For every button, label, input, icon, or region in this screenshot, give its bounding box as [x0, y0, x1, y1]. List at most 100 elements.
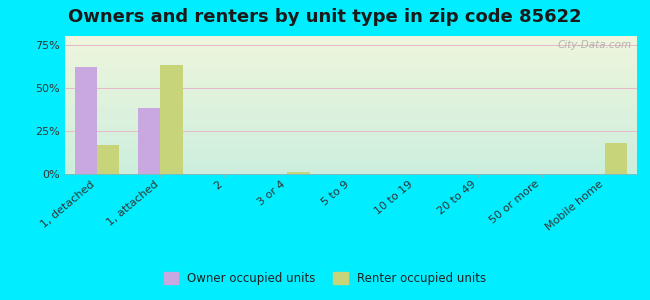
Bar	[65, 48, 637, 50]
Bar	[65, 123, 637, 124]
Bar	[65, 110, 637, 112]
Bar	[65, 59, 637, 61]
Bar	[65, 90, 637, 91]
Bar	[65, 66, 637, 68]
Bar	[65, 98, 637, 100]
Bar	[65, 141, 637, 142]
Bar	[65, 106, 637, 108]
Bar	[65, 70, 637, 72]
Bar	[65, 55, 637, 57]
Bar	[65, 61, 637, 62]
Bar	[65, 68, 637, 69]
Bar	[65, 171, 637, 172]
Bar	[65, 126, 637, 127]
Bar	[65, 69, 637, 70]
Bar	[65, 127, 637, 128]
Bar	[65, 88, 637, 90]
Bar	[65, 44, 637, 46]
Bar	[65, 77, 637, 79]
Bar	[65, 156, 637, 158]
Bar	[65, 163, 637, 164]
Bar	[65, 95, 637, 97]
Bar	[65, 87, 637, 88]
Bar	[65, 124, 637, 126]
Bar	[65, 144, 637, 145]
Bar	[97, 145, 119, 174]
Bar	[65, 75, 637, 76]
Bar	[65, 158, 637, 159]
Bar	[65, 50, 637, 51]
Bar	[65, 160, 637, 162]
Bar	[65, 41, 637, 43]
Bar	[65, 83, 637, 84]
Bar	[65, 58, 637, 59]
Bar	[65, 93, 637, 94]
Bar	[65, 38, 637, 39]
Bar	[65, 39, 637, 40]
Bar	[65, 84, 637, 86]
Bar	[75, 67, 97, 174]
Text: Owners and renters by unit type in zip code 85622: Owners and renters by unit type in zip c…	[68, 8, 582, 26]
Bar	[65, 43, 637, 44]
Bar	[65, 133, 637, 134]
Bar	[287, 172, 309, 174]
Bar	[65, 142, 637, 144]
Bar	[65, 54, 637, 55]
Bar	[65, 130, 637, 131]
Bar	[65, 76, 637, 77]
Bar	[65, 152, 637, 153]
Bar	[65, 100, 637, 101]
Text: City-Data.com: City-Data.com	[557, 40, 631, 50]
Bar	[65, 73, 637, 75]
Bar	[161, 65, 183, 174]
Bar	[65, 47, 637, 48]
Bar	[65, 112, 637, 113]
Bar	[65, 164, 637, 166]
Bar	[65, 117, 637, 119]
Bar	[65, 151, 637, 152]
Bar	[65, 109, 637, 110]
Bar	[65, 162, 637, 163]
Bar	[65, 57, 637, 58]
Bar	[65, 64, 637, 65]
Bar	[65, 120, 637, 122]
Bar	[65, 159, 637, 160]
Bar	[65, 101, 637, 102]
Bar	[65, 51, 637, 52]
Bar	[65, 134, 637, 135]
Bar	[65, 172, 637, 174]
Bar	[65, 131, 637, 133]
Bar	[65, 40, 637, 41]
Bar	[65, 148, 637, 149]
Bar	[65, 79, 637, 80]
Bar	[65, 113, 637, 115]
Bar	[65, 167, 637, 169]
Bar	[65, 97, 637, 98]
Legend: Owner occupied units, Renter occupied units: Owner occupied units, Renter occupied un…	[161, 268, 489, 288]
Bar	[65, 105, 637, 106]
Bar	[65, 62, 637, 64]
Bar	[65, 86, 637, 87]
Bar	[65, 119, 637, 120]
Bar	[65, 155, 637, 156]
Bar	[65, 115, 637, 116]
Bar	[65, 153, 637, 155]
Bar	[65, 72, 637, 73]
Bar	[65, 128, 637, 130]
Bar	[65, 94, 637, 95]
Bar	[65, 149, 637, 151]
Bar	[65, 135, 637, 137]
Bar	[65, 102, 637, 104]
Bar	[65, 146, 637, 148]
Bar	[65, 145, 637, 146]
Bar	[65, 65, 637, 66]
Bar	[65, 140, 637, 141]
Bar	[65, 103, 637, 105]
Bar	[605, 143, 627, 174]
Bar	[65, 138, 637, 140]
Bar	[65, 122, 637, 123]
Bar	[65, 82, 637, 83]
Bar	[65, 137, 637, 138]
Bar	[65, 108, 637, 109]
Bar	[65, 170, 637, 171]
